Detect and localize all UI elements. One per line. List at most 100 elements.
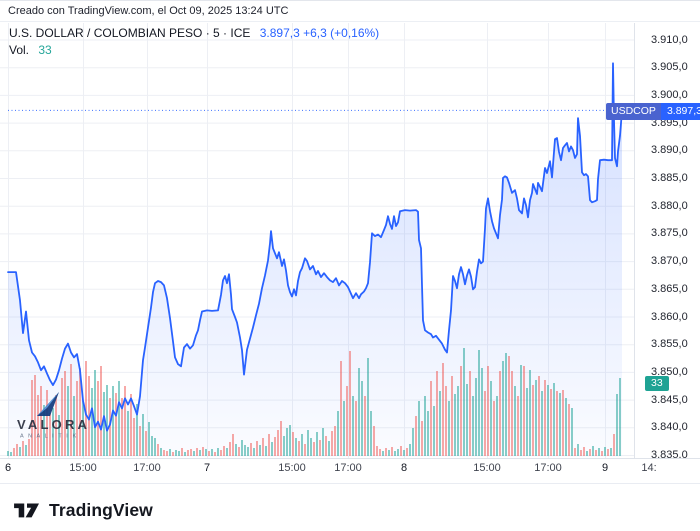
volume-bar [565,398,567,456]
time-tick-label: 8 [400,462,408,474]
volume-bar [286,428,288,456]
volume-bar [370,411,372,456]
volume-bar [214,452,216,456]
volume-bar [331,431,333,456]
volume-bar [253,448,255,456]
volume-bar [412,428,414,456]
time-tick-label: 6 [4,462,12,474]
time-tick-label: 15:00 [473,462,501,474]
volume-bar [451,376,453,456]
volume-bar [442,363,444,456]
volume-bar [334,426,336,456]
volume-bar [196,448,198,456]
volume-bar [415,416,417,456]
volume-bar [172,452,174,456]
volume-bar [265,446,267,456]
volume-bar [580,450,582,456]
volume-bar [538,376,540,456]
volume-bar [409,444,411,456]
volume-bar [262,438,264,456]
volume-badge: 33 [645,376,669,391]
volume-bar [274,437,276,456]
volume-bar [433,406,435,456]
volume-bar [466,384,468,456]
volume-bar [127,411,129,456]
volume-bar [499,371,501,456]
volume-bar [553,383,555,456]
legend-volume-row: Vol. 33 [9,43,379,58]
volume-bar [40,386,42,456]
volume-bar [358,368,360,456]
volume-bar [58,415,60,456]
volume-bar [313,442,315,456]
volume-bar [85,361,87,456]
volume-bar [298,441,300,456]
volume-bar [601,451,603,456]
volume-bar [103,392,105,456]
volume-bar [259,445,261,456]
volume-bar [463,348,465,456]
volume-bar [13,448,15,456]
volume-bar [616,394,618,456]
tradingview-footer[interactable]: TradingView [12,497,153,523]
volume-bar [154,438,156,456]
volume-bar [301,434,303,456]
tradingview-logo-icon [14,503,39,518]
volume-bar [73,396,75,456]
volume-bar [523,366,525,456]
volume-bar [112,386,114,456]
volume-bar [295,438,297,456]
time-tick-label: 17:00 [334,462,362,474]
volume-bar [373,426,375,456]
time-tick-label: 15:00 [278,462,306,474]
legend-volume-label[interactable]: Vol. [9,43,30,57]
volume-bar [559,393,561,456]
volume-bar [484,391,486,456]
volume-bar [292,432,294,456]
volume-bar [562,390,564,456]
volume-bar [613,434,615,456]
volume-bar [55,395,57,456]
volume-bar [586,451,588,456]
price-tick-label: 3.870,0 [651,255,688,268]
legend-volume-value: 33 [38,43,52,57]
volume-bar [406,448,408,456]
volume-bar [355,401,357,456]
volume-bar [61,378,63,456]
volume-bar [469,371,471,456]
legend-symbol[interactable]: U.S. DOLLAR / COLOMBIAN PESO · 5 · ICE [9,26,251,40]
volume-bar [31,380,33,456]
volume-bar [76,381,78,456]
price-tick-label: 3.850,0 [651,365,688,378]
volume-bar [439,391,441,456]
volume-bar [520,365,522,456]
volume-bar [361,381,363,456]
volume-bar [211,449,213,456]
attribution-bar: Creado con TradingView.com, el Oct 09, 2… [0,0,700,22]
volume-bar [448,401,450,456]
volume-bar [202,447,204,456]
time-tick-label: 17:00 [534,462,562,474]
volume-bar [508,356,510,456]
volume-bar [121,398,123,456]
volume-bar [193,451,195,456]
price-tick-label: 3.855,0 [651,338,688,351]
volume-bar [157,444,159,456]
volume-bar [592,446,594,456]
volume-bar [109,398,111,456]
volume-bar [604,447,606,456]
volume-bar [316,432,318,456]
volume-bar [532,385,534,456]
volume-bar [283,436,285,456]
volume-bar [493,401,495,456]
volume-bar [535,380,537,456]
volume-bar [517,396,519,456]
volume-bar [376,446,378,456]
valora-watermark: VALORA A N A L I T I K [17,392,87,440]
volume-bar [619,378,621,456]
time-tick-label: 7 [203,462,211,474]
time-tick-label: 15:00 [69,462,97,474]
volume-bar [280,421,282,456]
volume-bar [244,445,246,456]
